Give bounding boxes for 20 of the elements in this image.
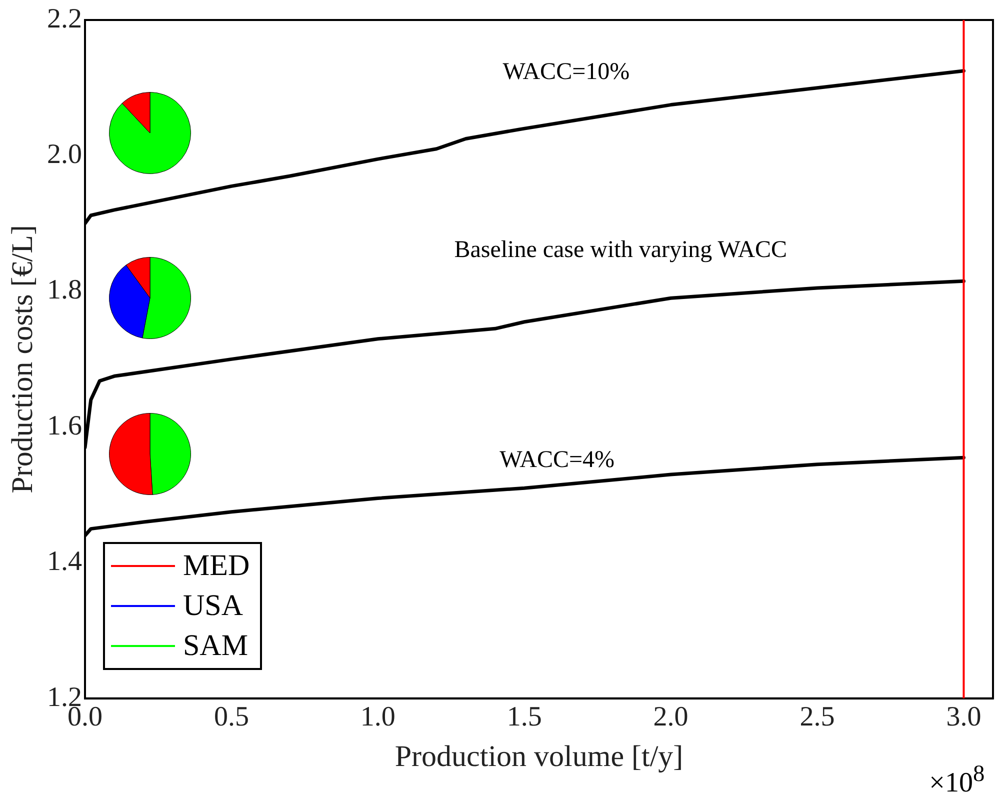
annotation: WACC=4% <box>500 447 615 474</box>
y-tick-label: 2.0 <box>47 139 82 170</box>
y-tick-label: 1.4 <box>47 546 82 578</box>
y-tick-label: 2.2 <box>47 3 82 34</box>
x-tick-label: 2.0 <box>653 702 688 733</box>
x-axis-title: Production volume [t/y] <box>394 740 684 773</box>
legend-label: MED <box>183 549 250 584</box>
x-tick-label: 0.5 <box>214 702 249 733</box>
text: ×10$^{8}$ <box>929 760 985 798</box>
annotation: WACC=10% <box>502 58 630 86</box>
x-tick-label: 3.0 <box>946 702 982 733</box>
legend-label: SAM <box>183 629 248 664</box>
annotation: Baseline case with varying WACC <box>454 237 788 264</box>
legend-label: USA <box>183 589 244 624</box>
y-tick-label: 1.8 <box>47 274 82 306</box>
y-tick-label: 1.6 <box>47 410 82 442</box>
x-tick-label: 1.0 <box>360 702 396 733</box>
x-tick-label: 1.5 <box>506 702 542 733</box>
x-tick-label: 2.5 <box>800 702 835 733</box>
y-axis-title: Production costs [€/L] <box>6 225 39 494</box>
